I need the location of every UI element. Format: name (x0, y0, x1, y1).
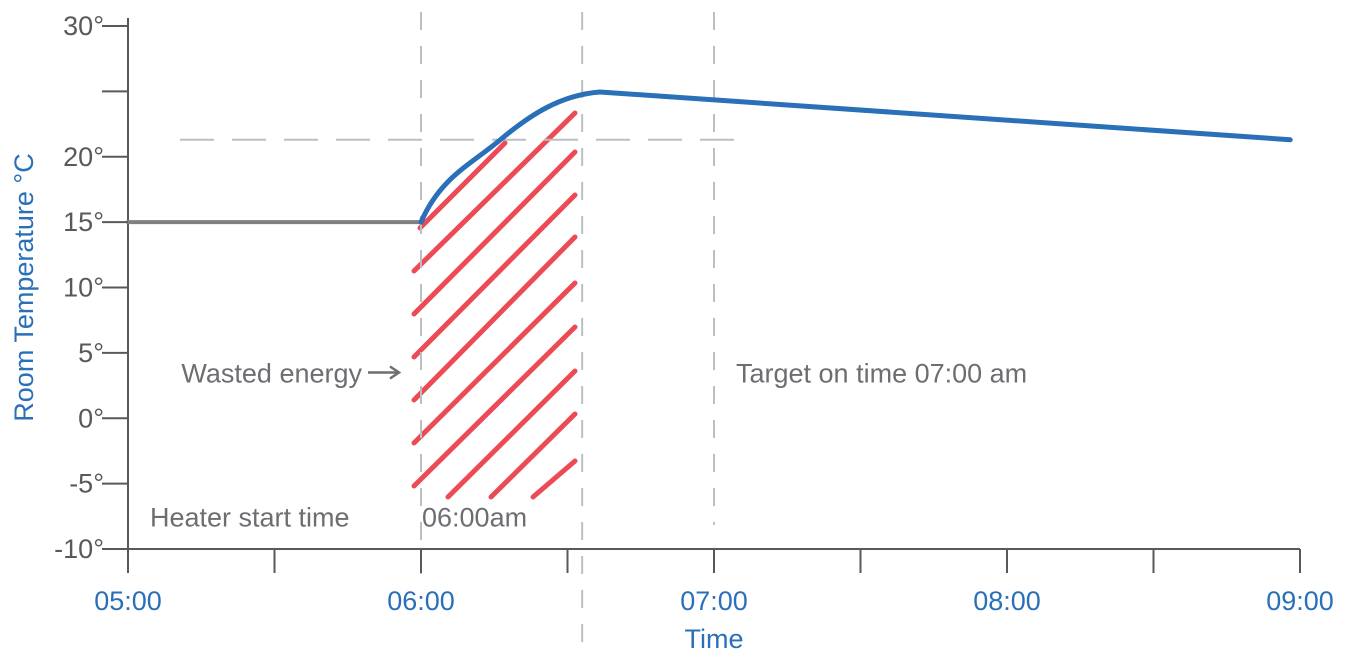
hatch-stripe (488, 411, 578, 500)
hatch-stripe (445, 368, 578, 500)
hatch-stripe (530, 458, 578, 500)
x-tick-label: 07:00 (680, 586, 748, 616)
wasted-energy-hatch (411, 110, 578, 500)
reference-lines (180, 12, 735, 657)
series (126, 89, 1293, 225)
ticks: -10° -5° 0° 5° 10° 15° 20° 30° 05:00 06:00 07:00 08… (54, 11, 1334, 616)
hatch-stripe (411, 234, 578, 403)
y-tick-label: -5° (69, 469, 104, 499)
y-tick-label: 20° (63, 142, 104, 172)
hatch-stripe (411, 192, 578, 360)
y-tick-label: 10° (63, 273, 104, 303)
hatch-stripe (411, 280, 578, 446)
y-tick-label: 5° (78, 338, 104, 368)
x-axis-title: Time (685, 624, 744, 654)
heater-start-time-label: Heater start time (150, 502, 350, 532)
target-on-time-label: Target on time 07:00 am (736, 358, 1027, 388)
x-tick-label: 09:00 (1266, 586, 1334, 616)
heater-start-time-value: 06:00am (422, 502, 527, 532)
hatch-stripe (411, 149, 578, 317)
arrow-head (389, 365, 402, 380)
hatch-stripe (417, 140, 508, 231)
y-axis-title: Room Temperature °C (9, 153, 39, 421)
x-tick-label: 08:00 (973, 586, 1041, 616)
y-tick-label: -10° (54, 534, 104, 564)
wasted-energy-label: Wasted energy (181, 358, 362, 388)
series-line (418, 89, 1293, 225)
y-tick-label: 30° (63, 11, 104, 41)
y-tick-label: 15° (63, 207, 104, 237)
wasted-energy-arrow-icon (368, 365, 402, 380)
x-tick-label: 05:00 (94, 586, 162, 616)
x-tick-label: 06:00 (387, 586, 455, 616)
y-tick-label: 0° (78, 403, 104, 433)
hatch-stripe (411, 324, 578, 489)
